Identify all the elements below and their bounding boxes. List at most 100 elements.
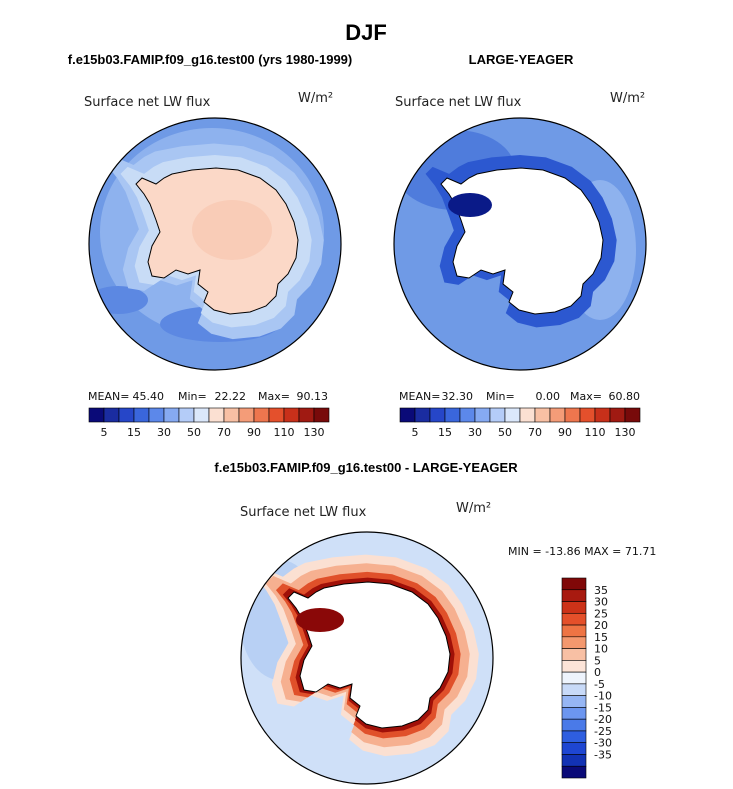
colorbar-tick-label: 15 — [594, 631, 608, 644]
colorbar-swatch — [579, 407, 596, 423]
colorbar-tick-label: -30 — [594, 737, 612, 750]
colorbar-tick-label: -10 — [594, 690, 612, 703]
colorbar-swatch — [399, 407, 416, 423]
max-value: 60.80 — [609, 390, 641, 403]
colorbar-tick-label: 90 — [247, 426, 261, 439]
panel-obs-stats: MEAN= 32.30 Min= 0.00 Max= 60.80 — [399, 390, 640, 403]
colorbar-swatch — [561, 707, 587, 720]
panel-diff-map — [241, 532, 493, 784]
colorbar-swatch — [103, 407, 120, 423]
colorbar-tick-label: 25 — [594, 607, 608, 620]
colorbar-swatch — [561, 730, 587, 744]
panel-obs-map — [394, 118, 646, 370]
colorbar-tick-label: -20 — [594, 713, 612, 726]
colorbar-swatch — [561, 754, 587, 767]
colorbar-swatch — [561, 671, 587, 685]
panel-model-units: W/m² — [298, 91, 333, 106]
map-low-band-west — [89, 286, 148, 314]
colorbar-tick-label: 0 — [594, 666, 601, 679]
colorbar-tick-label: 5 — [101, 426, 108, 439]
colorbar-swatch — [163, 407, 180, 423]
colorbar-swatch — [474, 407, 491, 423]
colorbar-tick-label: 35 — [594, 584, 608, 597]
colorbar-swatch — [429, 407, 446, 423]
colorbar-tick-label: 130 — [615, 426, 636, 439]
colorbar-tick-label: 15 — [127, 426, 141, 439]
colorbar-swatch — [564, 407, 581, 423]
figure-title: DJF — [345, 20, 387, 45]
colorbar-tick-label: 110 — [585, 426, 606, 439]
mean-label: MEAN= — [88, 390, 129, 403]
colorbar-swatch — [561, 683, 587, 696]
colorbar-tick-label: 15 — [438, 426, 452, 439]
colorbar-tick-label: 70 — [528, 426, 542, 439]
colorbar-swatch — [561, 765, 587, 779]
colorbar-swatch — [459, 407, 476, 423]
colorbar-tick-label: 10 — [594, 643, 608, 656]
panel-model-colorbar: 5 15 30 50 70 90 110 130 — [88, 407, 330, 439]
colorbar-swatch — [561, 577, 587, 591]
colorbar-swatch — [208, 407, 225, 423]
map-plateau — [192, 200, 272, 260]
colorbar-swatch — [268, 407, 285, 423]
panel-model-stats: MEAN= 45.40 Min= 22.22 Max= 90.13 — [88, 390, 328, 403]
colorbar-swatch — [444, 407, 461, 423]
colorbar-tick-label: -5 — [594, 678, 605, 691]
colorbar-swatch — [561, 648, 587, 661]
colorbar-swatch — [414, 407, 431, 423]
panel-diff-subtitle: f.e15b03.FAMIP.f09_g16.test00 - LARGE-YE… — [214, 460, 518, 475]
panel-diff-units: W/m² — [456, 501, 491, 516]
panel-diff-frame — [240, 531, 494, 785]
colorbar-tick-label: 20 — [594, 619, 608, 632]
colorbar-swatch — [519, 407, 536, 423]
panel-model-field-label: Surface net LW flux — [84, 95, 211, 110]
panel-obs-units: W/m² — [610, 91, 645, 106]
max-label: Max= — [570, 390, 602, 403]
max-value: 90.13 — [297, 390, 329, 403]
panel-obs-frame — [393, 117, 647, 371]
max-label: Max= — [258, 390, 290, 403]
mean-value: 45.40 — [133, 390, 165, 403]
colorbar-swatch — [223, 407, 240, 423]
colorbar-swatch — [594, 407, 611, 423]
colorbar-swatch — [133, 407, 150, 423]
colorbar-swatch — [561, 636, 587, 649]
colorbar-swatch — [298, 407, 315, 423]
colorbar-tick-label: 110 — [274, 426, 295, 439]
panel-model-frame — [88, 117, 342, 371]
colorbar-tick-label: -25 — [594, 725, 612, 738]
colorbar-swatch — [88, 407, 105, 423]
mean-label: MEAN= — [399, 390, 440, 403]
colorbar-swatch — [561, 589, 587, 602]
colorbar-swatch — [148, 407, 165, 423]
colorbar-tick-label: 30 — [594, 596, 608, 609]
colorbar-swatch — [504, 407, 521, 423]
panel-diff-field-label: Surface net LW flux — [240, 505, 367, 520]
panel-obs: LARGE-YEAGER Surface net LW flux W/m² ME… — [393, 52, 647, 439]
colorbar-swatch — [561, 612, 587, 626]
colorbar-tick-label: -15 — [594, 701, 612, 714]
colorbar-tick-label: 90 — [558, 426, 572, 439]
colorbar-tick-label: 30 — [468, 426, 482, 439]
panel-diff: f.e15b03.FAMIP.f09_g16.test00 - LARGE-YE… — [214, 460, 656, 785]
panel-obs-subtitle: LARGE-YEAGER — [469, 52, 574, 67]
colorbar-swatch — [561, 718, 587, 732]
colorbar-swatch — [561, 742, 587, 755]
colorbar-swatch — [178, 407, 195, 423]
mean-value: 32.30 — [442, 390, 474, 403]
panel-model-subtitle: f.e15b03.FAMIP.f09_g16.test00 (yrs 1980-… — [68, 52, 352, 67]
colorbar-tick-label: 130 — [304, 426, 325, 439]
colorbar-swatch — [609, 407, 626, 423]
colorbar-swatch — [624, 407, 641, 423]
colorbar-swatch — [561, 695, 587, 708]
colorbar-tick-label: 5 — [594, 654, 601, 667]
colorbar-tick-label: 70 — [217, 426, 231, 439]
min-label: Min= — [178, 390, 207, 403]
colorbar-tick-label: 50 — [187, 426, 201, 439]
panel-diff-stats: MIN = -13.86 MAX = 71.71 — [508, 545, 656, 558]
panel-obs-field-label: Surface net LW flux — [395, 95, 522, 110]
colorbar-swatch — [561, 624, 587, 638]
colorbar-tick-label: 50 — [498, 426, 512, 439]
